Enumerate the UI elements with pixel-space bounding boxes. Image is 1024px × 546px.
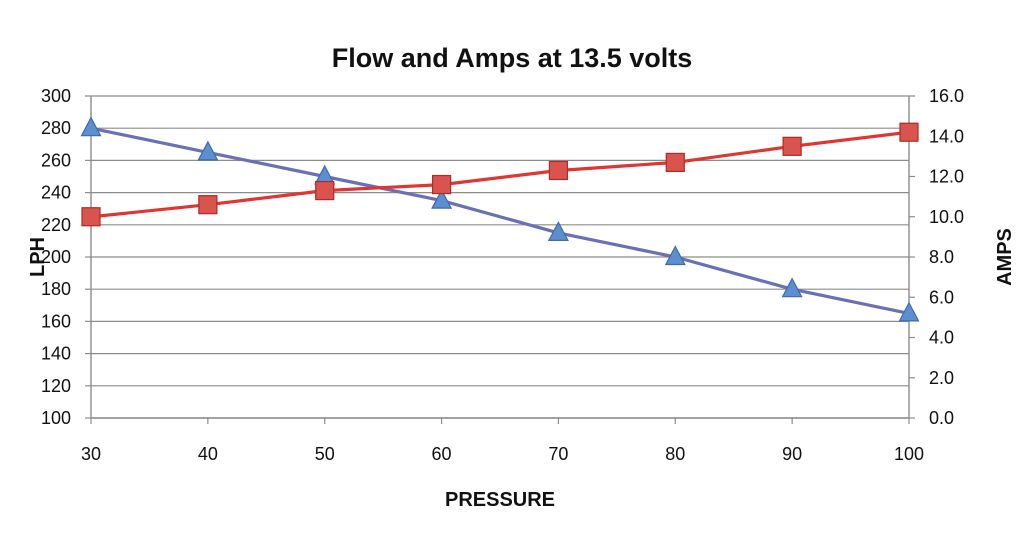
y2-tick-label: 14.0	[929, 126, 964, 146]
x-tick-label: 70	[548, 444, 568, 464]
y-tick-label: 160	[41, 311, 71, 331]
triangle-marker	[664, 245, 686, 266]
square-marker	[431, 174, 452, 195]
series-line-lph	[89, 126, 911, 315]
x-tick-label: 50	[315, 444, 335, 464]
triangle-marker	[80, 116, 102, 137]
series-group	[80, 116, 920, 322]
y-tick-label: 220	[41, 215, 71, 235]
y2-axis-title: AMPS	[994, 228, 1016, 286]
triangle-marker	[197, 140, 219, 161]
y-tick-label: 100	[41, 408, 71, 428]
y-axis-title: LPH	[27, 237, 49, 277]
y2-tick-label: 0.0	[929, 408, 954, 428]
y-tick-label: 140	[41, 344, 71, 364]
x-tick-label: 40	[198, 444, 218, 464]
tick-labels: 100 120 140 160 180 200 220 240 260 280 300 0.0 2.0 4…	[41, 86, 964, 464]
y-tick-label: 240	[41, 183, 71, 203]
y-tick-label: 280	[41, 118, 71, 138]
square-marker	[665, 152, 685, 173]
triangle-marker	[547, 221, 569, 241]
y2-tick-label: 16.0	[929, 86, 964, 106]
y-tick-label: 300	[41, 86, 71, 106]
y2-tick-label: 8.0	[929, 247, 954, 267]
square-marker	[315, 180, 335, 201]
triangle-marker	[898, 301, 920, 322]
grid	[91, 95, 909, 419]
series-line-amps	[89, 130, 911, 219]
x-tick-label: 30	[81, 444, 101, 464]
x-tick-label: 60	[432, 444, 452, 464]
x-tick-label: 80	[665, 444, 685, 464]
y2-tick-label: 10.0	[929, 207, 964, 227]
y-tick-label: 180	[41, 279, 71, 299]
triangle-marker	[431, 188, 453, 209]
y-tick-label: 260	[41, 150, 71, 170]
y-tick-label: 120	[41, 376, 71, 396]
axes	[85, 95, 915, 424]
y2-tick-label: 4.0	[929, 328, 954, 348]
square-marker	[548, 160, 569, 181]
y-tick-label: 200	[41, 247, 71, 267]
chart-title: Flow and Amps at 13.5 volts	[332, 43, 693, 73]
square-marker	[198, 195, 218, 215]
square-marker	[782, 136, 802, 156]
triangle-marker	[781, 277, 803, 298]
y2-tick-label: 2.0	[929, 368, 954, 388]
y2-tick-label: 12.0	[929, 167, 964, 187]
square-marker	[81, 207, 101, 227]
x-axis-title: PRESSURE	[445, 489, 555, 511]
x-tick-label: 100	[894, 444, 924, 464]
y2-tick-label: 6.0	[929, 287, 954, 307]
x-tick-label: 90	[782, 444, 802, 464]
square-marker	[899, 122, 919, 142]
